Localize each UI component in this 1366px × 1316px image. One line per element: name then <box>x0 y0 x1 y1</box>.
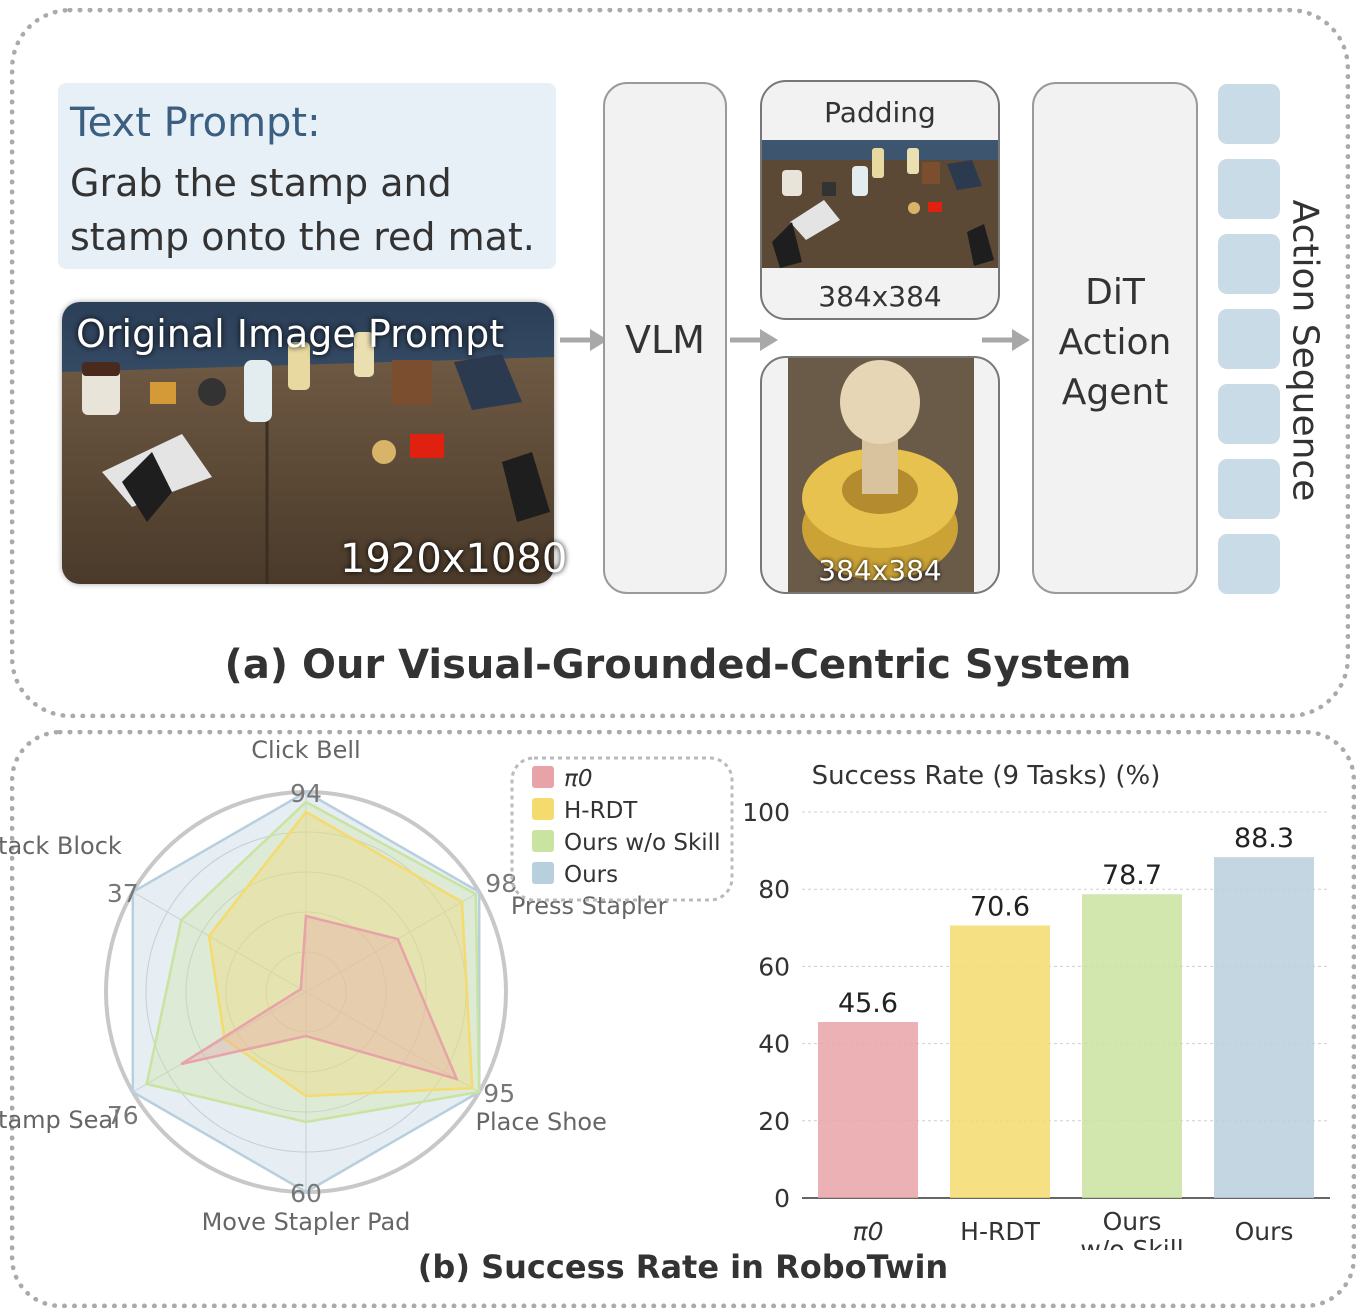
bar-category-label: w/o Skill <box>1080 1235 1183 1250</box>
original-image <box>62 302 554 584</box>
bar-category-label: Ours <box>1235 1217 1294 1246</box>
action-token <box>1218 309 1280 369</box>
bar-value-label: 78.7 <box>1102 860 1162 891</box>
radar-axis-max: 95 <box>483 1079 515 1108</box>
original-image-label: Original Image Prompt <box>76 312 505 356</box>
radar-axis-label: Stack Block <box>0 832 122 860</box>
arrow-icon <box>730 329 778 351</box>
radar-spoke <box>305 891 480 993</box>
radar-axis-label: Press Stapler <box>511 892 668 920</box>
vlm-block <box>603 82 727 594</box>
bar-category-label: H-RDT <box>960 1217 1040 1246</box>
text-prompt-box <box>58 83 556 269</box>
action-sequence-label: Action Sequence <box>1284 199 1326 502</box>
radar-series-0 <box>180 914 459 1081</box>
bar-category-label: π0 <box>853 1217 884 1246</box>
bar-ytick-label: 80 <box>758 875 790 904</box>
original-image-resolution: 1920x1080 <box>340 536 568 582</box>
radar-axis-max: 94 <box>290 779 322 808</box>
vlm-label: VLM <box>625 318 705 362</box>
dit-action-agent-block <box>1032 82 1198 594</box>
bar <box>1082 894 1182 1198</box>
legend-swatch <box>532 862 554 884</box>
legend-swatch <box>532 798 554 820</box>
radar-axis-max: 60 <box>290 1179 322 1208</box>
legend-swatch <box>532 830 554 852</box>
padding-resolution: 384x384 <box>818 280 942 313</box>
action-token <box>1218 84 1280 144</box>
dit-label-line3: Agent <box>1061 372 1169 413</box>
padding-box: Padding 384x384 <box>760 80 1000 320</box>
bar-value-label: 88.3 <box>1234 823 1294 854</box>
bar-value-label: 70.6 <box>970 891 1030 922</box>
radar-axis-label: Stamp Seal <box>0 1106 120 1134</box>
bar-ytick-label: 60 <box>758 952 790 981</box>
bar-ytick-label: 20 <box>758 1107 790 1136</box>
bar-chart: Success Rate (9 Tasks) (%) 0 20 40 60 80 100 45… <box>742 761 1330 1250</box>
dit-action-agent-label: DiT Action Agent <box>1032 268 1198 418</box>
bar-category-label: Ours <box>1103 1207 1162 1236</box>
dit-label-line2: Action <box>1058 322 1172 363</box>
bar-ytick-label: 0 <box>774 1184 790 1213</box>
bar-ytick-label: 100 <box>742 798 790 827</box>
panel-a-caption: (a) Our Visual-Grounded-Centric System <box>224 642 1132 688</box>
legend-label: Ours w/o Skill <box>564 830 720 856</box>
radar-axis-label: Move Stapler Pad <box>202 1208 411 1236</box>
panel-b-frame <box>10 730 1356 1308</box>
bar <box>1214 857 1314 1198</box>
action-token <box>1218 159 1280 219</box>
padding-label: Padding <box>824 96 936 129</box>
radar-series-1 <box>207 810 474 1098</box>
radar-spoke <box>132 991 307 1093</box>
bar-value-label: 45.6 <box>838 988 898 1019</box>
padded-scene <box>762 140 998 268</box>
crop-box: 384x384 <box>760 356 1000 594</box>
text-prompt-title: Text Prompt: <box>70 100 321 146</box>
action-token <box>1218 384 1280 444</box>
panel-a-frame <box>10 8 1350 718</box>
dit-label-line1: DiT <box>1085 272 1145 313</box>
radar-spoke <box>305 991 480 1093</box>
radar-axis-max: 76 <box>107 1101 139 1130</box>
radar-spoke <box>132 891 307 993</box>
legend-label: Ours <box>564 862 618 888</box>
arrow-icon <box>982 329 1030 351</box>
radar-axis-label: Click Bell <box>251 740 360 764</box>
action-token <box>1218 234 1280 294</box>
legend-swatch <box>532 766 554 788</box>
radar-axis-max: 37 <box>107 879 139 908</box>
bar <box>818 1021 918 1198</box>
arrow-icon <box>560 329 608 351</box>
text-prompt-body: Grab the stamp and stamp onto the red ma… <box>70 161 535 259</box>
crop-resolution: 384x384 <box>818 554 942 587</box>
action-token <box>1218 534 1280 594</box>
bar-ytick-label: 40 <box>758 1030 790 1059</box>
legend-label: π0 <box>564 766 592 792</box>
radar-axis-label: Place Shoe <box>476 1108 607 1136</box>
action-token <box>1218 459 1280 519</box>
bar-chart-title: Success Rate (9 Tasks) (%) <box>812 761 1161 791</box>
radar-legend-frame <box>510 756 734 902</box>
stamp-crop <box>788 358 974 592</box>
tabletop-scene <box>62 302 554 584</box>
legend-label: H-RDT <box>564 798 638 824</box>
panel-b-caption: (b) Success Rate in RoboTwin <box>417 1248 949 1286</box>
bar <box>950 925 1050 1198</box>
